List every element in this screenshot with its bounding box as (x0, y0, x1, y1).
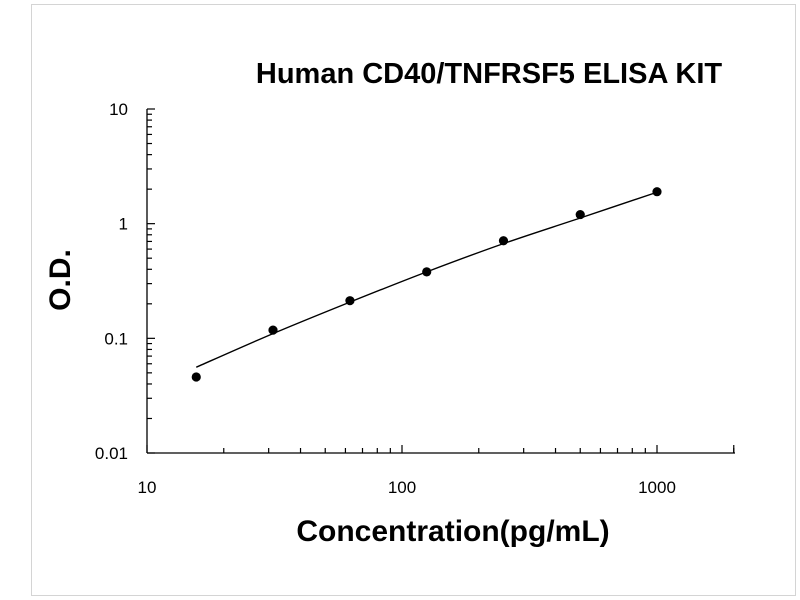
y-tick-labels: 0.01 0.1 1 10 (95, 100, 128, 463)
data-point (345, 296, 355, 306)
x-ticks (146, 445, 735, 453)
chart-frame (31, 4, 796, 596)
x-tick-label: 100 (388, 478, 416, 497)
y-ticks (147, 108, 155, 454)
data-point (652, 187, 662, 197)
y-axis-title: O.D. (44, 249, 77, 311)
y-tick-label: 1 (119, 215, 128, 234)
data-point (498, 236, 509, 246)
chart-title: Human CD40/TNFRSF5 ELISA KIT (256, 58, 722, 90)
x-tick-label: 10 (138, 478, 157, 497)
x-axis-title: Concentration(pg/mL) (296, 515, 609, 548)
y-tick-label: 10 (109, 100, 128, 119)
fit-curve-layer (195, 191, 658, 368)
data-points-layer (191, 187, 662, 382)
x-tick-labels: 10 100 1000 (138, 478, 676, 497)
y-tick-label: 0.01 (95, 444, 128, 463)
data-point (575, 209, 585, 220)
data-point (422, 267, 432, 277)
data-point (268, 325, 278, 335)
x-tick-label: 1000 (638, 478, 676, 497)
y-tick-label: 0.1 (104, 329, 128, 348)
axes (146, 109, 735, 454)
fit-curve (195, 191, 658, 368)
data-point (191, 372, 201, 382)
